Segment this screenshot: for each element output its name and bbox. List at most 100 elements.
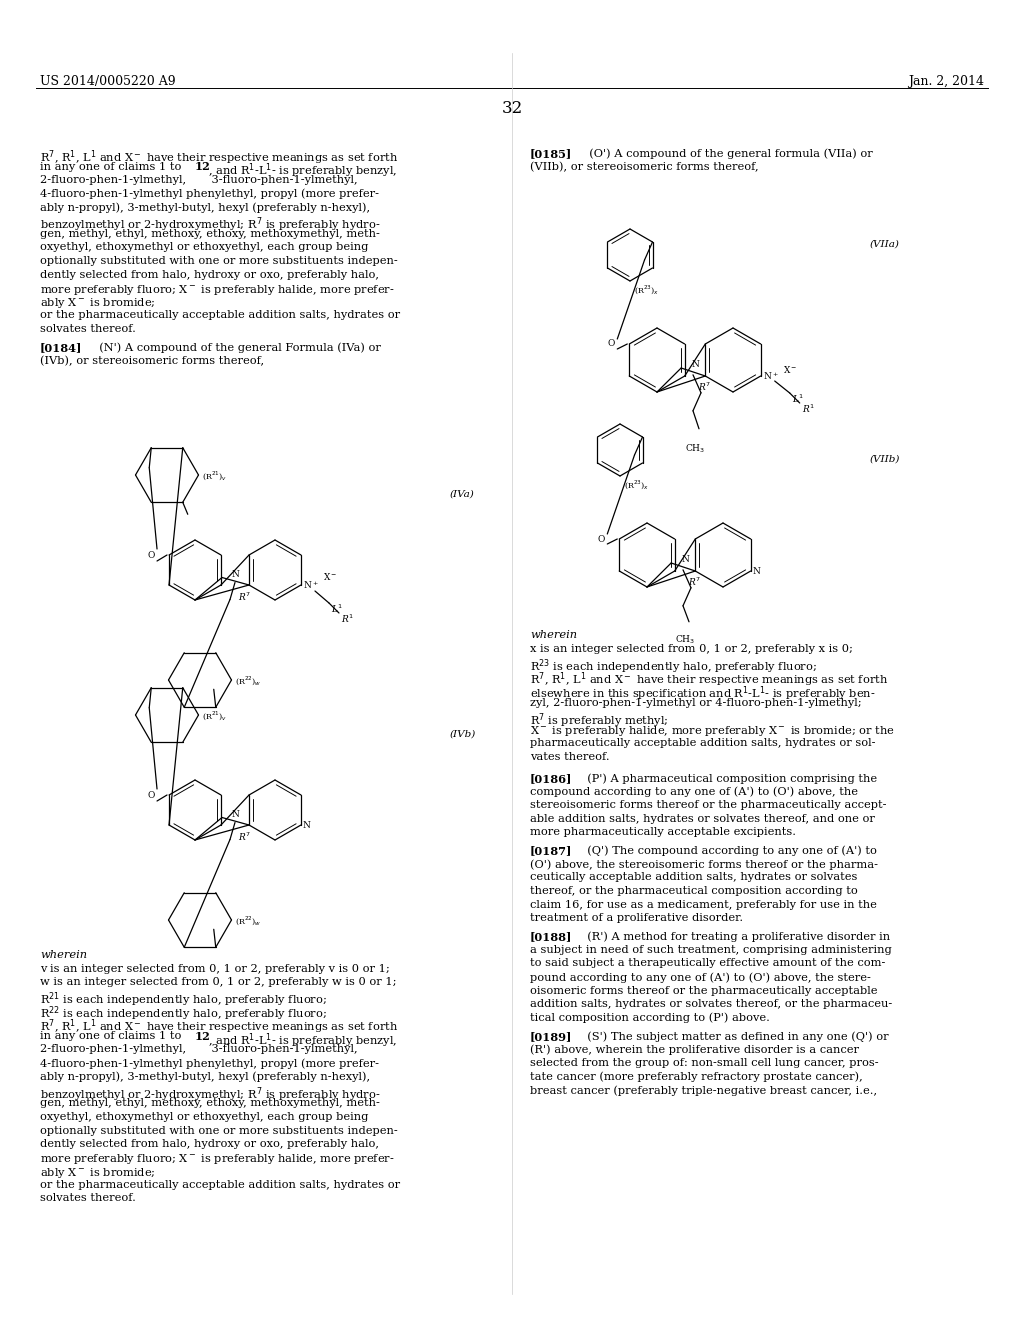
Text: pound according to any one of (A') to (O') above, the stere-: pound according to any one of (A') to (O… (530, 972, 870, 982)
Text: R$^7$: R$^7$ (688, 576, 700, 589)
Text: thereof, or the pharmaceutical composition according to: thereof, or the pharmaceutical compositi… (530, 886, 858, 896)
Text: (R') above, wherein the proliferative disorder is a cancer: (R') above, wherein the proliferative di… (530, 1044, 859, 1055)
Text: vates thereof.: vates thereof. (530, 751, 609, 762)
Text: N: N (753, 566, 761, 576)
Text: (IVb), or stereoisomeric forms thereof,: (IVb), or stereoisomeric forms thereof, (40, 355, 264, 366)
Text: oxyethyl, ethoxymethyl or ethoxyethyl, each group being: oxyethyl, ethoxymethyl or ethoxyethyl, e… (40, 243, 369, 252)
Text: R$^1$: R$^1$ (341, 612, 353, 626)
Text: 4-fluoro-phen-1-ylmethyl phenylethyl, propyl (more prefer-: 4-fluoro-phen-1-ylmethyl phenylethyl, pr… (40, 1059, 379, 1069)
Text: selected from the group of: non-small cell lung cancer, pros-: selected from the group of: non-small ce… (530, 1059, 879, 1068)
Text: R$^7$, R$^1$, L$^1$ and X$^-$ have their respective meanings as set forth: R$^7$, R$^1$, L$^1$ and X$^-$ have their… (530, 671, 888, 689)
Text: N: N (231, 810, 239, 818)
Text: , and R$^1$-L$^1$- is preferably benzyl,: , and R$^1$-L$^1$- is preferably benzyl, (208, 1031, 397, 1049)
Text: [0185]: [0185] (530, 148, 572, 158)
Text: a subject in need of such treatment, comprising administering: a subject in need of such treatment, com… (530, 945, 892, 954)
Text: 12: 12 (195, 1031, 211, 1041)
Text: solvates thereof.: solvates thereof. (40, 323, 136, 334)
Text: ably n-propyl), 3-methyl-butyl, hexyl (preferably n-hexyl),: ably n-propyl), 3-methyl-butyl, hexyl (p… (40, 1072, 370, 1082)
Text: benzoylmethyl or 2-hydroxymethyl; R$^7$ is preferably hydro-: benzoylmethyl or 2-hydroxymethyl; R$^7$ … (40, 215, 380, 234)
Text: 2-fluoro-phen-1-ylmethyl,       3-fluoro-phen-1-ylmethyl,: 2-fluoro-phen-1-ylmethyl, 3-fluoro-phen-… (40, 176, 357, 185)
Text: oisomeric forms thereof or the pharmaceutically acceptable: oisomeric forms thereof or the pharmaceu… (530, 986, 878, 995)
Text: N$^+$: N$^+$ (303, 579, 318, 591)
Text: v is an integer selected from 0, 1 or 2, preferably v is 0 or 1;: v is an integer selected from 0, 1 or 2,… (40, 964, 390, 974)
Text: (R$^{23}$)$_x$: (R$^{23}$)$_x$ (624, 479, 649, 492)
Text: CH$_3$: CH$_3$ (675, 634, 695, 647)
Text: benzoylmethyl or 2-hydroxymethyl; R$^7$ is preferably hydro-: benzoylmethyl or 2-hydroxymethyl; R$^7$ … (40, 1085, 380, 1104)
Text: zyl, 2-fluoro-phen-1-ylmethyl or 4-fluoro-phen-1-ylmethyl;: zyl, 2-fluoro-phen-1-ylmethyl or 4-fluor… (530, 697, 861, 708)
Text: R$^7$: R$^7$ (238, 830, 251, 843)
Text: O: O (598, 535, 605, 544)
Text: to said subject a therapeutically effective amount of the com-: to said subject a therapeutically effect… (530, 958, 886, 969)
Text: [0184]: [0184] (40, 342, 82, 352)
Text: more pharmaceutically acceptable excipients.: more pharmaceutically acceptable excipie… (530, 828, 796, 837)
Text: treatment of a proliferative disorder.: treatment of a proliferative disorder. (530, 913, 743, 923)
Text: [0187]: [0187] (530, 846, 572, 857)
Text: breast cancer (preferably triple-negative breast cancer, i.e.,: breast cancer (preferably triple-negativ… (530, 1085, 878, 1096)
Text: (R$^{23}$)$_x$: (R$^{23}$)$_x$ (634, 284, 659, 297)
Text: in any one of claims 1 to: in any one of claims 1 to (40, 1031, 185, 1041)
Text: optionally substituted with one or more substituents indepen-: optionally substituted with one or more … (40, 256, 397, 267)
Text: L$^1$: L$^1$ (792, 393, 804, 405)
Text: , and R$^1$-L$^1$- is preferably benzyl,: , and R$^1$-L$^1$- is preferably benzyl, (208, 161, 397, 180)
Text: tical composition according to (P') above.: tical composition according to (P') abov… (530, 1012, 770, 1023)
Text: O: O (147, 791, 155, 800)
Text: R$^7$: R$^7$ (238, 590, 251, 603)
Text: 2-fluoro-phen-1-ylmethyl,       3-fluoro-phen-1-ylmethyl,: 2-fluoro-phen-1-ylmethyl, 3-fluoro-phen-… (40, 1044, 357, 1055)
Text: US 2014/0005220 A9: US 2014/0005220 A9 (40, 75, 176, 88)
Text: compound according to any one of (A') to (O') above, the: compound according to any one of (A') to… (530, 787, 858, 797)
Text: or the pharmaceutically acceptable addition salts, hydrates or: or the pharmaceutically acceptable addit… (40, 1180, 400, 1189)
Text: wherein: wherein (530, 630, 578, 640)
Text: (IVb): (IVb) (450, 730, 476, 739)
Text: CH$_3$: CH$_3$ (685, 442, 706, 455)
Text: (S') The subject matter as defined in any one (Q') or: (S') The subject matter as defined in an… (580, 1031, 889, 1041)
Text: R$^{22}$ is each independently halo, preferably fluoro;: R$^{22}$ is each independently halo, pre… (40, 1005, 327, 1023)
Text: (O') above, the stereoisomeric forms thereof or the pharma-: (O') above, the stereoisomeric forms the… (530, 859, 878, 870)
Text: dently selected from halo, hydroxy or oxo, preferably halo,: dently selected from halo, hydroxy or ox… (40, 269, 379, 280)
Text: gen, methyl, ethyl, methoxy, ethoxy, methoxymethyl, meth-: gen, methyl, ethyl, methoxy, ethoxy, met… (40, 228, 380, 239)
Text: (O') A compound of the general formula (VIIa) or: (O') A compound of the general formula (… (582, 148, 872, 158)
Text: (R$^{21}$)$_v$: (R$^{21}$)$_v$ (202, 470, 227, 483)
Text: ably X$^-$ is bromide;: ably X$^-$ is bromide; (40, 297, 156, 310)
Text: R$^1$: R$^1$ (802, 403, 814, 416)
Text: elsewhere in this specification and R$^1$-L$^1$- is preferably ben-: elsewhere in this specification and R$^1… (530, 684, 876, 702)
Text: wherein: wherein (40, 950, 87, 960)
Text: (N') A compound of the general Formula (IVa) or: (N') A compound of the general Formula (… (92, 342, 381, 352)
Text: more preferably fluoro; X$^-$ is preferably halide, more prefer-: more preferably fluoro; X$^-$ is prefera… (40, 1152, 394, 1167)
Text: N: N (681, 556, 689, 565)
Text: or the pharmaceutically acceptable addition salts, hydrates or: or the pharmaceutically acceptable addit… (40, 310, 400, 319)
Text: (R$^{21}$)$_v$: (R$^{21}$)$_v$ (202, 710, 227, 723)
Text: R$^7$ is preferably methyl;: R$^7$ is preferably methyl; (530, 711, 669, 730)
Text: (R$^{22}$)$_w$: (R$^{22}$)$_w$ (234, 675, 261, 689)
Text: N$^+$: N$^+$ (763, 370, 778, 381)
Text: stereoisomeric forms thereof or the pharmaceutically accept-: stereoisomeric forms thereof or the phar… (530, 800, 887, 810)
Text: oxyethyl, ethoxymethyl or ethoxyethyl, each group being: oxyethyl, ethoxymethyl or ethoxyethyl, e… (40, 1111, 369, 1122)
Text: Jan. 2, 2014: Jan. 2, 2014 (908, 75, 984, 88)
Text: X$^-$: X$^-$ (782, 364, 797, 375)
Text: claim 16, for use as a medicament, preferably for use in the: claim 16, for use as a medicament, prefe… (530, 899, 877, 909)
Text: R$^7$, R$^1$, L$^1$ and X$^-$ have their respective meanings as set forth: R$^7$, R$^1$, L$^1$ and X$^-$ have their… (40, 1018, 398, 1036)
Text: L$^1$: L$^1$ (331, 603, 343, 615)
Text: (R$^{22}$)$_w$: (R$^{22}$)$_w$ (234, 915, 261, 928)
Text: 4-fluoro-phen-1-ylmethyl phenylethyl, propyl (more prefer-: 4-fluoro-phen-1-ylmethyl phenylethyl, pr… (40, 189, 379, 199)
Text: w is an integer selected from 0, 1 or 2, preferably w is 0 or 1;: w is an integer selected from 0, 1 or 2,… (40, 977, 396, 987)
Text: R$^{23}$ is each independently halo, preferably fluoro;: R$^{23}$ is each independently halo, pre… (530, 657, 817, 676)
Text: more preferably fluoro; X$^-$ is preferably halide, more prefer-: more preferably fluoro; X$^-$ is prefera… (40, 282, 394, 297)
Text: N: N (231, 570, 239, 579)
Text: optionally substituted with one or more substituents indepen-: optionally substituted with one or more … (40, 1126, 397, 1135)
Text: (IVa): (IVa) (450, 490, 475, 499)
Text: [0186]: [0186] (530, 774, 572, 784)
Text: dently selected from halo, hydroxy or oxo, preferably halo,: dently selected from halo, hydroxy or ox… (40, 1139, 379, 1148)
Text: ceutically acceptable addition salts, hydrates or solvates: ceutically acceptable addition salts, hy… (530, 873, 857, 883)
Text: (Q') The compound according to any one of (A') to: (Q') The compound according to any one o… (580, 846, 877, 857)
Text: ably X$^-$ is bromide;: ably X$^-$ is bromide; (40, 1166, 156, 1180)
Text: pharmaceutically acceptable addition salts, hydrates or sol-: pharmaceutically acceptable addition sal… (530, 738, 876, 748)
Text: in any one of claims 1 to: in any one of claims 1 to (40, 161, 185, 172)
Text: R$^7$: R$^7$ (698, 380, 711, 393)
Text: (P') A pharmaceutical composition comprising the: (P') A pharmaceutical composition compri… (580, 774, 878, 784)
Text: addition salts, hydrates or solvates thereof, or the pharmaceu-: addition salts, hydrates or solvates the… (530, 999, 892, 1008)
Text: O: O (147, 550, 155, 560)
Text: x is an integer selected from 0, 1 or 2, preferably x is 0;: x is an integer selected from 0, 1 or 2,… (530, 644, 853, 653)
Text: tate cancer (more preferably refractory prostate cancer),: tate cancer (more preferably refractory … (530, 1072, 863, 1082)
Text: [0188]: [0188] (530, 932, 572, 942)
Text: able addition salts, hydrates or solvates thereof, and one or: able addition salts, hydrates or solvate… (530, 813, 874, 824)
